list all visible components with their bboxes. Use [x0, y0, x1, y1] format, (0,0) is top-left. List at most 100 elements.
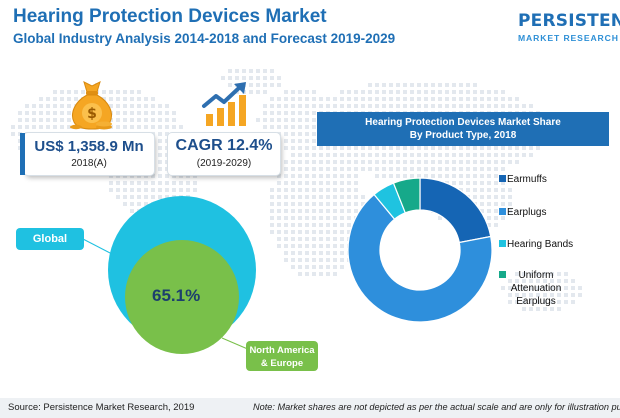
map-dot [452, 97, 456, 101]
map-dot [298, 195, 302, 199]
map-dot [172, 181, 176, 185]
map-dot [480, 195, 484, 199]
map-dot [333, 237, 337, 241]
map-dot [172, 125, 176, 129]
map-dot [165, 174, 169, 178]
map-dot [347, 97, 351, 101]
map-dot [354, 146, 358, 150]
map-dot [501, 286, 505, 290]
map-dot [25, 125, 29, 129]
map-dot [340, 202, 344, 206]
map-dot [284, 230, 288, 234]
map-dot [543, 286, 547, 290]
map-dot [298, 230, 302, 234]
map-dot [480, 188, 484, 192]
map-dot [179, 188, 183, 192]
map-dot [137, 111, 141, 115]
map-dot [193, 188, 197, 192]
map-dot [375, 174, 379, 178]
map-dot [543, 300, 547, 304]
map-dot [522, 293, 526, 297]
map-dot [515, 279, 519, 283]
map-dot [403, 174, 407, 178]
map-dot [487, 216, 491, 220]
map-dot [438, 174, 442, 178]
map-dot [557, 293, 561, 297]
map-dot [466, 90, 470, 94]
map-dot [571, 279, 575, 283]
map-dot [130, 125, 134, 129]
map-dot [312, 251, 316, 255]
map-dot [305, 160, 309, 164]
map-dot [298, 153, 302, 157]
page-subtitle: Global Industry Analysis 2014-2018 and F… [13, 31, 396, 46]
map-dot [340, 160, 344, 164]
map-dot [515, 160, 519, 164]
map-dot [473, 181, 477, 185]
map-dot [270, 97, 274, 101]
map-dot [508, 195, 512, 199]
map-dot [347, 160, 351, 164]
map-dot [480, 181, 484, 185]
map-dot [417, 104, 421, 108]
map-dot [165, 181, 169, 185]
map-dot [242, 69, 246, 73]
map-dot [74, 97, 78, 101]
map-dot [186, 188, 190, 192]
map-dot [130, 111, 134, 115]
map-dot [158, 153, 162, 157]
map-dot [564, 272, 568, 276]
map-dot [494, 160, 498, 164]
map-dot [263, 76, 267, 80]
map-dot [305, 146, 309, 150]
map-dot [256, 118, 260, 122]
map-dot [431, 104, 435, 108]
map-dot [361, 153, 365, 157]
map-dot [431, 146, 435, 150]
money-bag-icon: $ [70, 81, 112, 130]
map-dot [130, 188, 134, 192]
map-dot [333, 223, 337, 227]
map-dot [354, 97, 358, 101]
map-dot [144, 202, 148, 206]
map-dot [291, 265, 295, 269]
map-dot [305, 265, 309, 269]
map-dot [123, 97, 127, 101]
map-dot [403, 97, 407, 101]
map-dot [137, 202, 141, 206]
map-dot [158, 146, 162, 150]
map-dot [354, 174, 358, 178]
map-dot [536, 286, 540, 290]
map-dot [284, 251, 288, 255]
map-dot [151, 111, 155, 115]
map-dot [452, 160, 456, 164]
map-dot [389, 160, 393, 164]
map-dot [144, 97, 148, 101]
map-dot [536, 279, 540, 283]
map-dot [116, 174, 120, 178]
map-dot [67, 125, 71, 129]
map-dot [158, 132, 162, 136]
map-dot [298, 216, 302, 220]
map-dot [319, 251, 323, 255]
map-dot [501, 97, 505, 101]
map-dot [354, 167, 358, 171]
map-dot [270, 216, 274, 220]
map-dot [459, 160, 463, 164]
map-dot [529, 272, 533, 276]
map-dot [312, 153, 316, 157]
map-dot [501, 202, 505, 206]
map-dot [389, 167, 393, 171]
map-dot [319, 202, 323, 206]
map-dot [438, 160, 442, 164]
map-dot [487, 146, 491, 150]
map-dot [298, 146, 302, 150]
map-dot [403, 90, 407, 94]
map-dot [410, 174, 414, 178]
map-dot [137, 90, 141, 94]
map-dot [361, 97, 365, 101]
map-dot [578, 286, 582, 290]
map-dot [130, 181, 134, 185]
map-dot [284, 146, 288, 150]
map-dot [340, 181, 344, 185]
